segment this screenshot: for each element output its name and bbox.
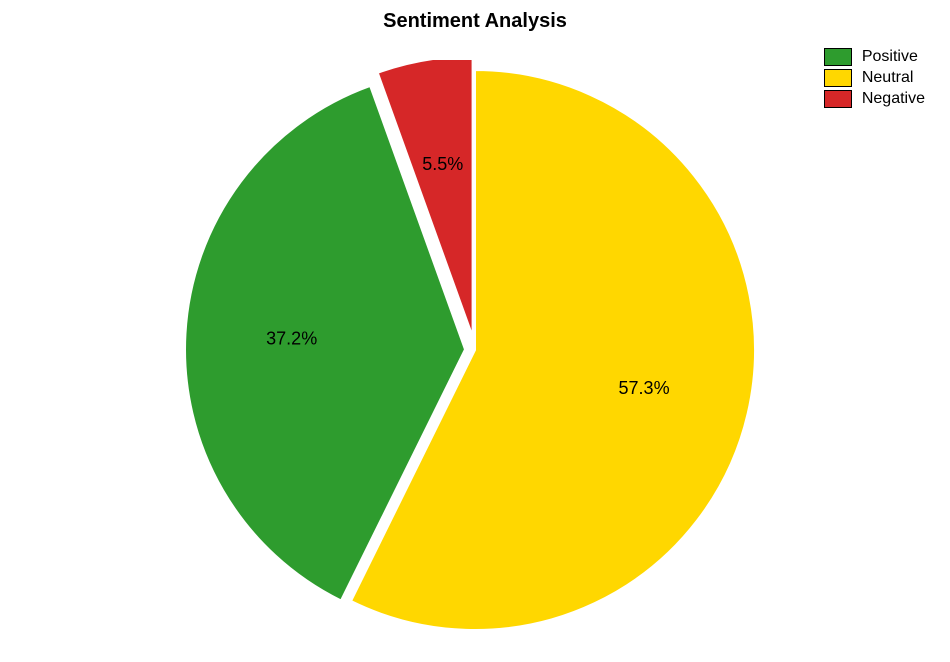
slice-label-positive: 37.2%: [266, 328, 317, 348]
legend: Positive Neutral Negative: [824, 48, 925, 111]
chart-title: Sentiment Analysis: [383, 10, 567, 33]
legend-label-positive: Positive: [862, 48, 918, 66]
pie-chart: 57.3% 37.2% 5.5%: [185, 60, 765, 640]
legend-item-neutral: Neutral: [824, 69, 925, 87]
legend-label-negative: Negative: [862, 90, 925, 108]
legend-label-neutral: Neutral: [862, 69, 914, 87]
legend-swatch-neutral: [824, 69, 852, 87]
legend-swatch-negative: [824, 90, 852, 108]
slice-label-neutral: 57.3%: [619, 378, 670, 398]
legend-swatch-positive: [824, 48, 852, 66]
slice-label-negative: 5.5%: [422, 154, 463, 174]
legend-item-positive: Positive: [824, 48, 925, 66]
legend-item-negative: Negative: [824, 90, 925, 108]
